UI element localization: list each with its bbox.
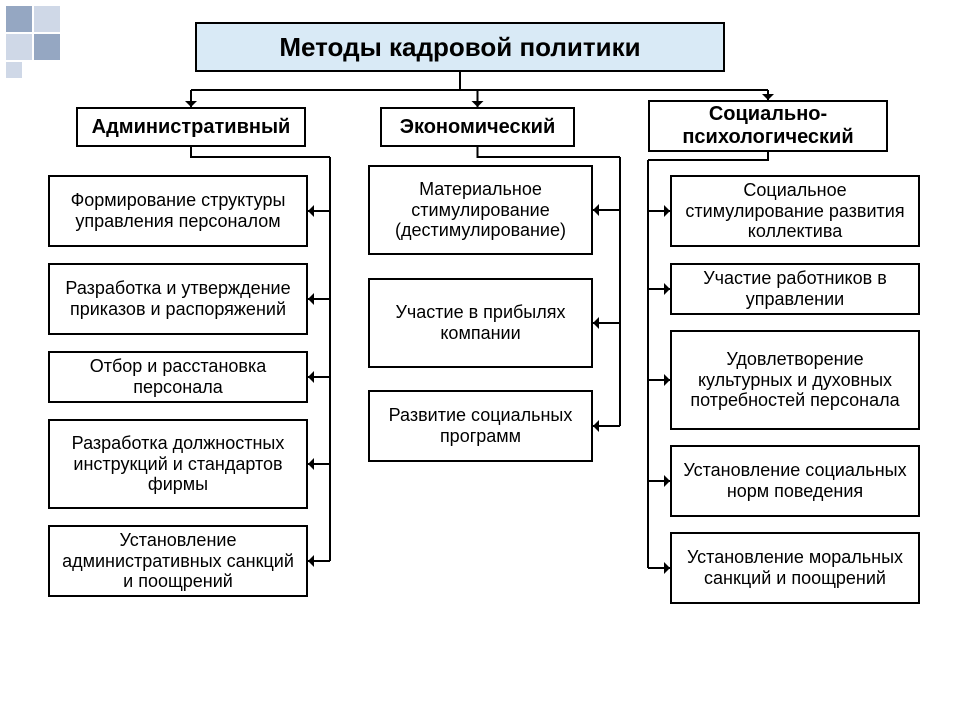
item-box: Материальное стимулирование (дестимулиро… bbox=[368, 165, 593, 255]
item-text: Формирование структуры управления персон… bbox=[58, 190, 298, 231]
item-box: Развитие социальных программ bbox=[368, 390, 593, 462]
deco-square bbox=[6, 34, 32, 60]
category-label: Административный bbox=[92, 116, 291, 139]
item-text: Социальное стимулирование развития колле… bbox=[680, 180, 910, 242]
category-label: Социально-психологический bbox=[658, 103, 878, 149]
category-admin: Административный bbox=[76, 107, 306, 147]
item-box: Формирование структуры управления персон… bbox=[48, 175, 308, 247]
category-econ: Экономический bbox=[380, 107, 575, 147]
deco-square bbox=[34, 6, 60, 32]
item-text: Установление моральных санкций и поощрен… bbox=[680, 547, 910, 588]
diagram-canvas: Методы кадровой политики Административны… bbox=[0, 0, 960, 720]
item-text: Участие в прибылях компании bbox=[378, 302, 583, 343]
item-text: Установление социальных норм поведения bbox=[680, 460, 910, 501]
deco-square bbox=[6, 62, 22, 78]
item-box: Разработка и утверждение приказов и расп… bbox=[48, 263, 308, 335]
deco-square bbox=[6, 6, 32, 32]
category-socpsy: Социально-психологический bbox=[648, 100, 888, 152]
item-text: Отбор и расстановка персонала bbox=[58, 356, 298, 397]
category-label: Экономический bbox=[400, 116, 556, 139]
item-text: Установление административных санкций и … bbox=[58, 530, 298, 592]
item-text: Развитие социальных программ bbox=[378, 405, 583, 446]
item-text: Материальное стимулирование (дестимулиро… bbox=[378, 179, 583, 241]
item-box: Разработка должностных инструкций и стан… bbox=[48, 419, 308, 509]
item-box: Удовлетворение культурных и духовных пот… bbox=[670, 330, 920, 430]
item-box: Установление социальных норм поведения bbox=[670, 445, 920, 517]
item-text: Удовлетворение культурных и духовных пот… bbox=[680, 349, 910, 411]
diagram-title: Методы кадровой политики bbox=[195, 22, 725, 72]
item-box: Установление моральных санкций и поощрен… bbox=[670, 532, 920, 604]
item-box: Участие работников в управлении bbox=[670, 263, 920, 315]
deco-square bbox=[34, 34, 60, 60]
item-text: Разработка и утверждение приказов и расп… bbox=[58, 278, 298, 319]
item-box: Установление административных санкций и … bbox=[48, 525, 308, 597]
item-box: Отбор и расстановка персонала bbox=[48, 351, 308, 403]
item-box: Участие в прибылях компании bbox=[368, 278, 593, 368]
item-text: Участие работников в управлении bbox=[680, 268, 910, 309]
item-box: Социальное стимулирование развития колле… bbox=[670, 175, 920, 247]
title-text: Методы кадровой политики bbox=[279, 32, 640, 63]
item-text: Разработка должностных инструкций и стан… bbox=[58, 433, 298, 495]
